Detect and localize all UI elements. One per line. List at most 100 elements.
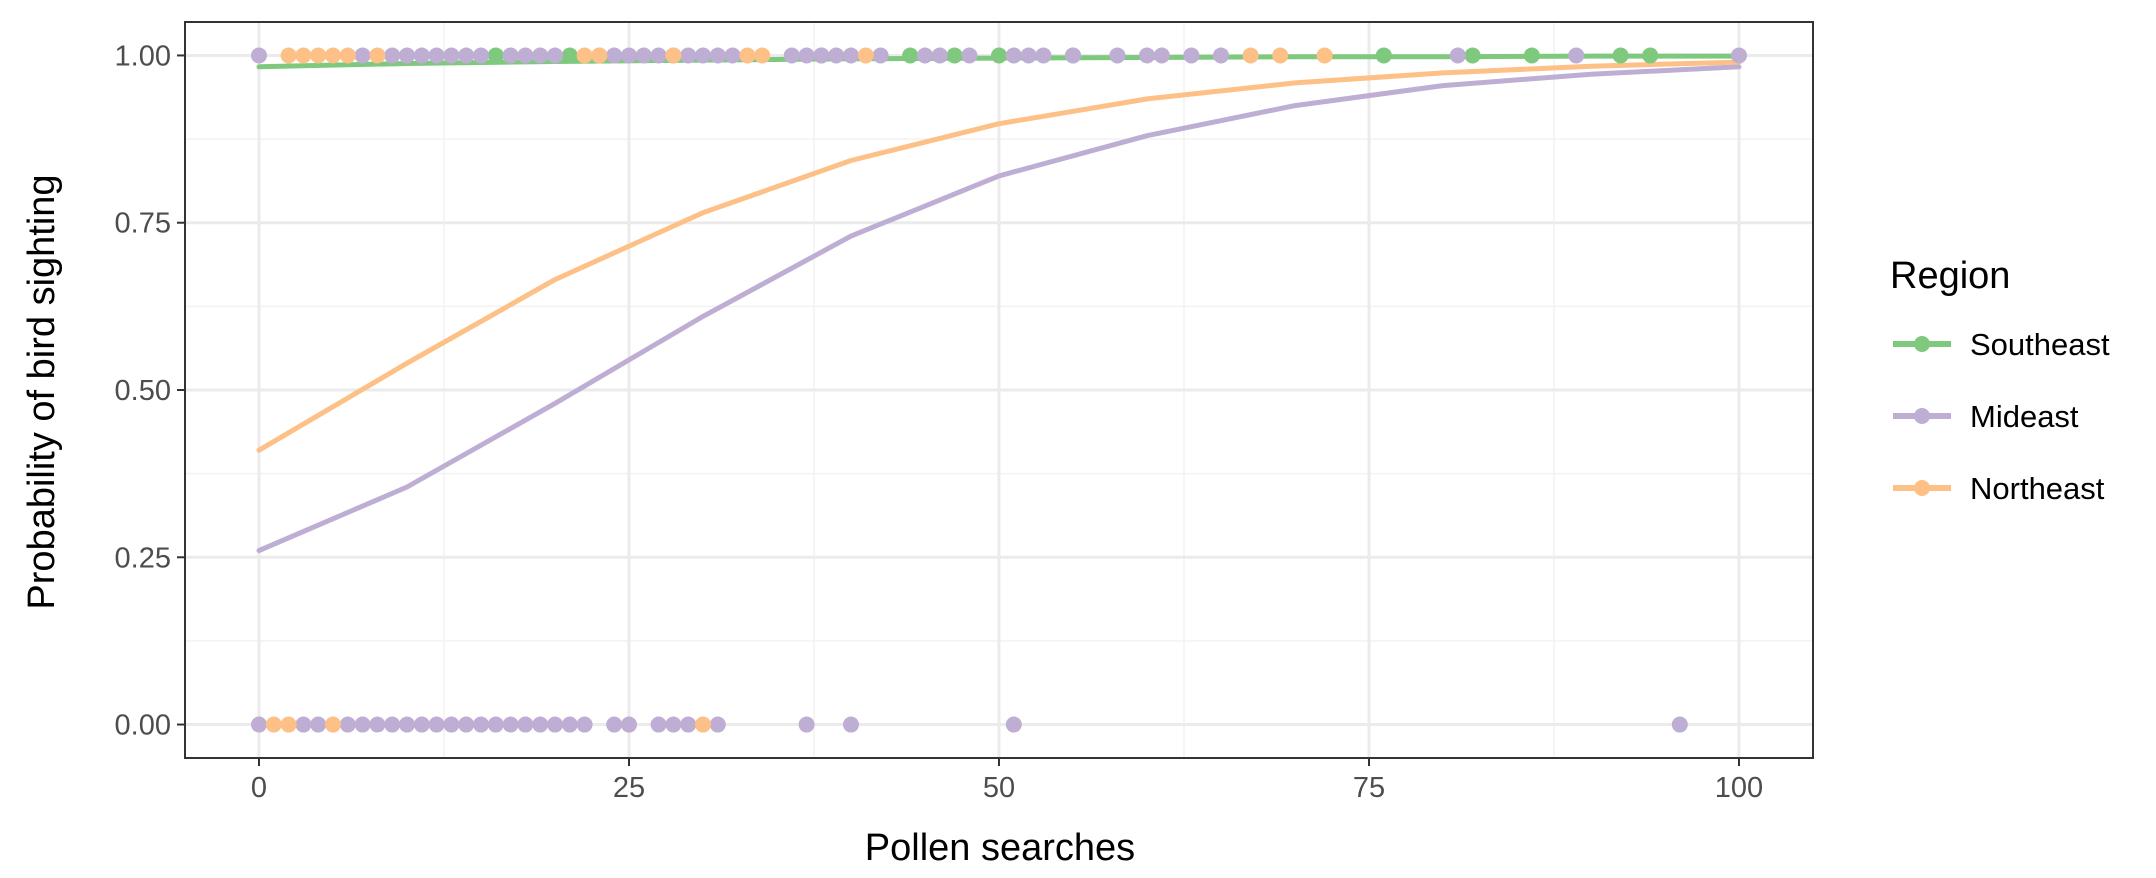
data-point-mideast: [1020, 47, 1037, 64]
data-point-mideast: [532, 47, 549, 64]
data-point-mideast: [650, 716, 667, 733]
data-point-mideast: [384, 47, 401, 64]
data-point-southeast: [902, 47, 919, 64]
data-point-mideast: [295, 716, 312, 733]
data-point-mideast: [665, 716, 682, 733]
y-tick-label: 0.75: [115, 208, 171, 240]
fitted-curve-northeast: [256, 59, 1742, 453]
legend-key-point-northeast: [1914, 480, 1930, 496]
data-point-mideast: [872, 47, 889, 64]
data-point-mideast: [576, 716, 593, 733]
data-point-mideast: [384, 716, 401, 733]
data-point-mideast: [798, 47, 815, 64]
legend-key-point-mideast: [1914, 408, 1930, 424]
legend-label-southeast: Southeast: [1970, 327, 2110, 362]
data-point-northeast: [576, 47, 593, 64]
data-point-mideast: [650, 47, 667, 64]
data-point-mideast: [813, 47, 830, 64]
y-tick-label: 1.00: [115, 40, 171, 72]
data-point-northeast: [754, 47, 771, 64]
data-point-mideast: [473, 47, 489, 64]
legend-label-mideast: Mideast: [1970, 399, 2079, 434]
data-point-mideast: [369, 716, 386, 733]
data-point-mideast: [251, 716, 267, 733]
data-point-southeast: [487, 47, 504, 64]
data-point-southeast: [1375, 47, 1392, 64]
data-point-northeast: [325, 716, 341, 733]
data-point-mideast: [428, 47, 445, 64]
data-point-southeast: [946, 47, 963, 64]
data-point-mideast: [532, 716, 549, 733]
data-point-mideast: [547, 716, 563, 733]
y-axis-title: Probability of bird sighting: [21, 174, 63, 609]
legend-label-northeast: Northeast: [1970, 471, 2105, 506]
x-tick-label: 100: [1715, 772, 1763, 804]
data-point-northeast: [1242, 47, 1259, 64]
data-point-mideast: [339, 716, 356, 733]
data-point-northeast: [857, 47, 874, 64]
data-point-mideast: [517, 716, 534, 733]
y-tick-label: 0.00: [115, 710, 171, 742]
data-point-mideast: [709, 716, 726, 733]
data-point-mideast: [458, 716, 475, 733]
data-point-mideast: [621, 716, 637, 733]
data-point-mideast: [428, 716, 445, 733]
data-point-southeast: [1642, 47, 1659, 64]
data-point-mideast: [843, 716, 859, 733]
data-point-northeast: [339, 47, 356, 64]
data-point-mideast: [1213, 47, 1229, 64]
data-points: [251, 47, 1747, 733]
data-point-southeast: [1612, 47, 1629, 64]
major-gridlines: [185, 22, 1813, 758]
data-point-southeast: [1523, 47, 1540, 64]
data-point-northeast: [695, 716, 711, 733]
data-point-mideast: [1671, 716, 1688, 733]
data-point-mideast: [606, 716, 623, 733]
data-point-mideast: [843, 47, 859, 64]
data-point-mideast: [413, 47, 430, 64]
data-point-northeast: [280, 716, 297, 733]
axis-ticks: [177, 54, 1740, 766]
data-point-mideast: [251, 47, 267, 64]
data-point-mideast: [1731, 47, 1747, 64]
y-tick-label: 0.25: [115, 542, 171, 574]
data-point-mideast: [547, 47, 563, 64]
data-point-mideast: [783, 47, 800, 64]
data-point-southeast: [561, 47, 578, 64]
data-point-northeast: [295, 47, 312, 64]
legend-key-point-southeast: [1914, 336, 1930, 352]
data-point-mideast: [798, 716, 815, 733]
data-point-northeast: [665, 47, 682, 64]
data-point-mideast: [606, 47, 623, 64]
x-tick-labels: 0 25 50 75 100: [251, 772, 1763, 804]
x-axis-title: Pollen searches: [865, 827, 1135, 869]
data-point-mideast: [828, 47, 845, 64]
y-tick-labels: 0.00 0.25 0.50 0.75 1.00: [115, 40, 171, 741]
data-point-mideast: [502, 47, 519, 64]
legend-title: Region: [1890, 255, 2010, 297]
y-tick-label: 0.50: [115, 375, 171, 407]
data-point-mideast: [724, 47, 741, 64]
data-point-mideast: [1183, 47, 1200, 64]
data-point-northeast: [280, 47, 297, 64]
data-point-mideast: [1139, 47, 1155, 64]
data-point-mideast: [413, 716, 430, 733]
data-point-northeast: [369, 47, 386, 64]
x-tick-label: 25: [613, 772, 645, 804]
data-point-mideast: [487, 716, 504, 733]
fitted-curve-mideast: [256, 64, 1742, 554]
legend-items: Southeast Mideast Northeast: [1893, 327, 2110, 506]
data-point-northeast: [265, 716, 282, 733]
data-point-mideast: [961, 47, 978, 64]
data-point-mideast: [458, 47, 475, 64]
data-point-mideast: [1065, 47, 1081, 64]
data-point-northeast: [325, 47, 341, 64]
x-tick-label: 50: [983, 772, 1015, 804]
data-point-mideast: [399, 47, 415, 64]
data-point-mideast: [443, 47, 460, 64]
data-point-mideast: [1449, 47, 1466, 64]
data-point-mideast: [1153, 47, 1170, 64]
data-point-mideast: [1005, 47, 1022, 64]
data-point-mideast: [931, 47, 948, 64]
